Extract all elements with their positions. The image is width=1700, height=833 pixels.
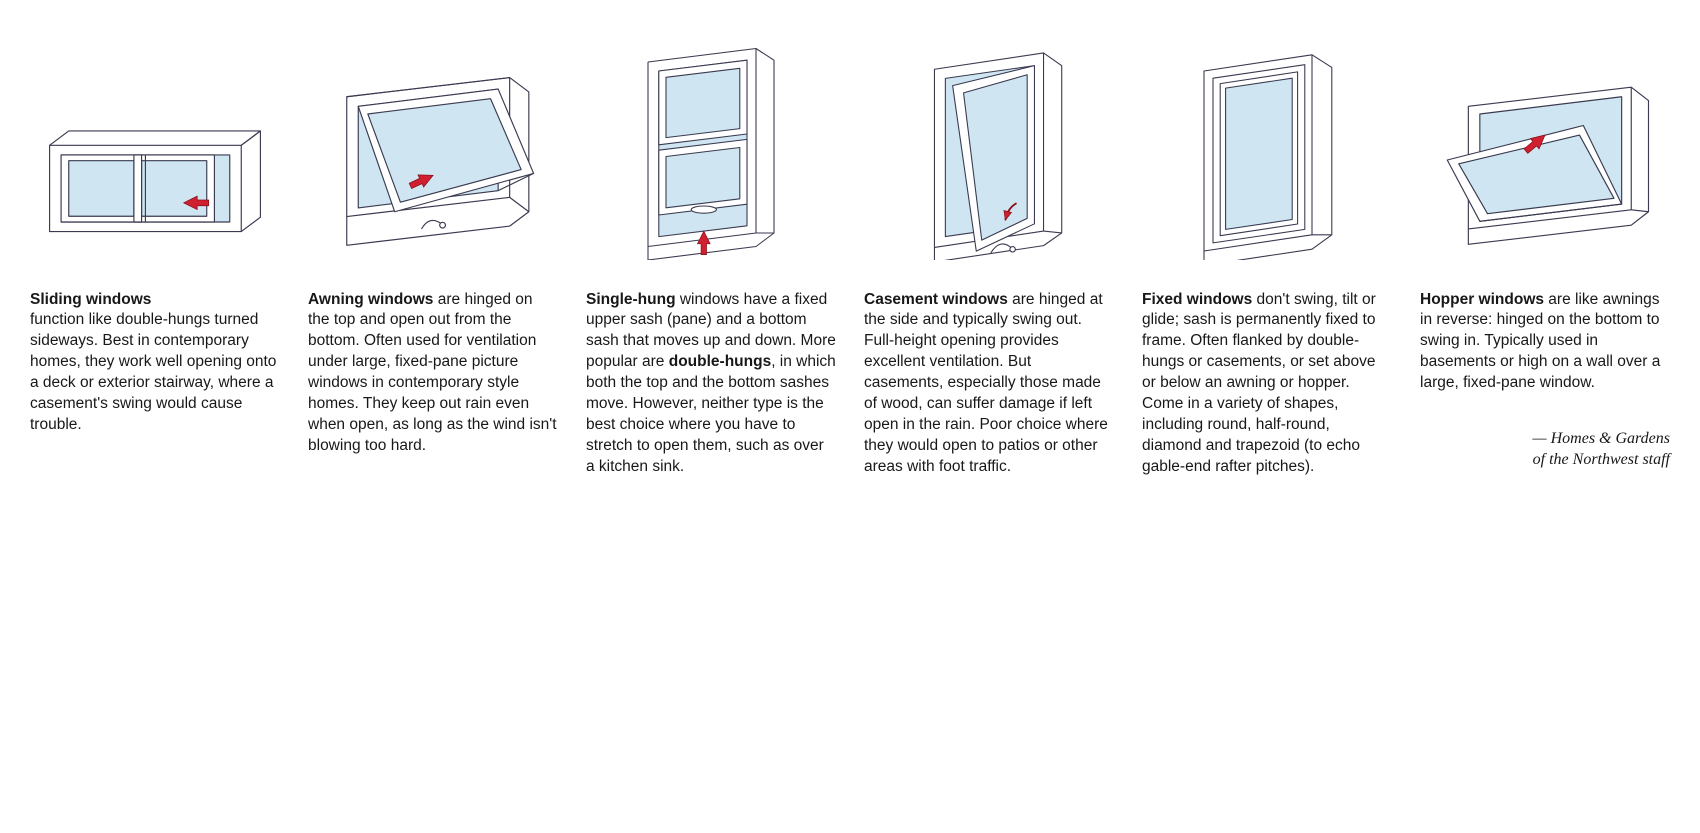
illus-casement [864, 20, 1114, 260]
title-awning: Awning windows [308, 291, 433, 308]
illus-awning [308, 20, 558, 260]
cell-sliding: Sliding windows function like double-hun… [30, 20, 280, 451]
body-post-single-hung: , in which both the top and the bottom s… [586, 353, 836, 475]
desc-hopper: Hopper windows are like awnings in rever… [1420, 290, 1670, 395]
title-hopper: Hopper windows [1420, 291, 1544, 308]
bold-mid-single-hung: double-hungs [669, 353, 771, 370]
desc-casement: Casement windows are hinged at the side … [864, 290, 1114, 478]
illus-single-hung [586, 20, 836, 260]
window-types-grid: Sliding windows function like double-hun… [30, 20, 1670, 493]
cell-awning: Awning windows are hinged on the top and… [308, 20, 558, 472]
body-casement: are hinged at the side and typically swi… [864, 291, 1108, 475]
cell-casement: Casement windows are hinged at the side … [864, 20, 1114, 493]
cell-single-hung: Single-hung windows have a fixed upper s… [586, 20, 836, 493]
byline-line2: of the Northwest staff [1533, 451, 1670, 468]
byline: — Homes & Gardens of the Northwest staff [1420, 428, 1670, 471]
desc-single-hung: Single-hung windows have a fixed upper s… [586, 290, 836, 478]
illus-hopper [1420, 20, 1670, 260]
title-sliding: Sliding windows [30, 291, 151, 308]
cell-fixed: Fixed windows don't swing, tilt or glide… [1142, 20, 1392, 493]
byline-line1: — Homes & Gardens [1532, 430, 1670, 447]
illus-fixed [1142, 20, 1392, 260]
title-fixed: Fixed windows [1142, 291, 1252, 308]
body-awning: are hinged on the top and open out from … [308, 291, 557, 454]
title-casement: Casement windows [864, 291, 1008, 308]
desc-sliding: Sliding windows function like double-hun… [30, 290, 280, 436]
cell-hopper: Hopper windows are like awnings in rever… [1420, 20, 1670, 471]
title-single-hung: Single-hung [586, 291, 676, 308]
illus-sliding [30, 20, 280, 260]
body-sliding: function like double-hungs turned sidewa… [30, 311, 276, 433]
desc-awning: Awning windows are hinged on the top and… [308, 290, 558, 457]
desc-fixed: Fixed windows don't swing, tilt or glide… [1142, 290, 1392, 478]
body-fixed: don't swing, tilt or glide; sash is perm… [1142, 291, 1376, 475]
